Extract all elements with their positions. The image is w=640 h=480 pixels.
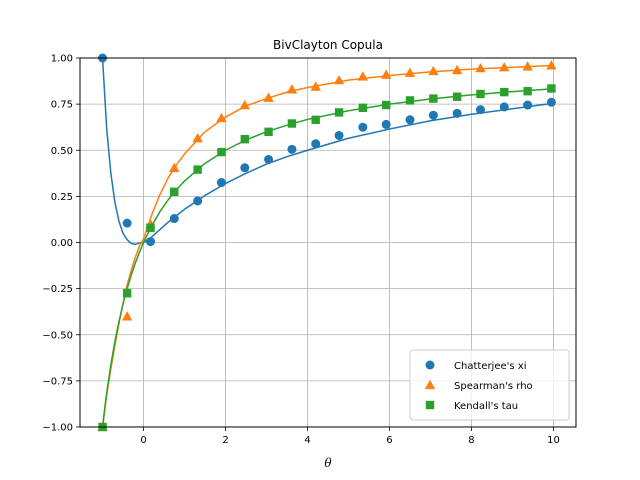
spearman-s-rho-point: [192, 133, 203, 143]
chatterjee-s-xi-point: [146, 237, 156, 247]
kendall-s-tau-point: [146, 223, 155, 232]
legend-label-chatterjee-s-xi: Chatterjee's xi: [454, 361, 526, 372]
y-tick-label: 0.25: [51, 192, 73, 203]
y-tick-label: −0.25: [42, 284, 73, 295]
x-axis-label: θ: [324, 456, 332, 470]
chatterjee-s-xi-point: [334, 130, 344, 140]
kendall-s-tau-point: [547, 84, 556, 93]
spearman-s-rho-point: [169, 162, 180, 172]
kendall-s-tau-point: [311, 115, 320, 125]
x-tick-label: 0: [140, 435, 146, 446]
chatterjee-s-xi-point: [499, 102, 509, 112]
spearman-s-rho-point: [216, 112, 227, 123]
kendall-s-tau-point: [217, 147, 226, 157]
spearman-s-rho-point: [475, 62, 486, 73]
y-tick-label: 0.75: [51, 100, 73, 111]
kendall-s-tau-point: [358, 103, 368, 113]
kendall-s-tau-point: [382, 100, 391, 110]
x-tick-label: 2: [222, 435, 228, 446]
y-tick-label: −1.00: [42, 423, 73, 434]
chatterjee-s-xi-point: [311, 139, 321, 149]
spearman-s-rho-point: [263, 92, 274, 102]
y-tick-label: 0.00: [51, 238, 73, 249]
kendall-s-tau-point: [405, 96, 415, 105]
x-tick-label: 6: [386, 435, 392, 446]
spearman-s-rho-point: [357, 71, 369, 81]
kendall-s-tau-point: [287, 119, 297, 128]
chatterjee-s-xi-point: [287, 144, 297, 154]
spearman-s-rho-point: [404, 67, 416, 77]
spearman-s-rho-point: [546, 60, 557, 70]
chatterjee-s-xi-point: [264, 154, 274, 164]
kendall-s-tau-point: [193, 165, 202, 174]
spearman-s-rho-point: [286, 84, 298, 94]
legend-label-spearman-s-rho: Spearman's rho: [454, 381, 533, 392]
chatterjee-s-xi-point: [169, 214, 179, 224]
spearman-s-rho-point: [499, 62, 510, 72]
chatterjee-s-xi-point: [358, 122, 368, 132]
x-tick-label: 8: [468, 435, 474, 446]
y-tick-label: 1.00: [51, 54, 73, 65]
spearman-s-rho-point: [428, 65, 439, 76]
y-tick-label: 0.50: [51, 146, 73, 157]
chart-title: BivClayton Copula: [273, 38, 383, 52]
chatterjee-s-xi-point: [240, 163, 250, 173]
x-tick-label: 10: [547, 435, 560, 446]
spearman-s-rho-point: [239, 99, 250, 110]
kendall-s-tau-point: [170, 187, 179, 196]
chatterjee-s-xi-point: [523, 100, 533, 110]
spearman-s-rho-point: [381, 69, 392, 79]
chatterjee-s-xi-point: [193, 196, 203, 206]
spearman-s-rho-point: [310, 81, 321, 91]
spearman-s-rho-point: [333, 74, 345, 85]
kendall-s-tau-point: [334, 108, 344, 117]
chatterjee-s-xi-point: [122, 218, 132, 228]
chatterjee-s-xi-point: [428, 110, 438, 120]
kendall-s-tau-point: [122, 289, 132, 298]
kendall-s-tau-point: [429, 94, 438, 103]
x-tick-label: 4: [304, 435, 310, 446]
kendall-s-tau-point: [523, 87, 532, 96]
chatterjee-s-xi-point: [475, 105, 485, 115]
chatterjee-s-xi-point: [216, 178, 226, 188]
legend-marker-kendall-s-tau: [425, 400, 435, 410]
chatterjee-s-xi-curve: [101, 58, 554, 246]
kendall-s-tau-point: [264, 127, 273, 136]
legend-marker-chatterjee-s-xi: [425, 360, 435, 370]
legend-marker-spearman-s-rho: [424, 379, 436, 390]
kendall-s-tau-point: [500, 87, 509, 97]
legend: Chatterjee's xi Spearman's rho Kendall's t…: [409, 349, 570, 421]
kendall-s-tau-point: [452, 92, 462, 101]
kendall-s-tau-point: [476, 89, 485, 99]
spearman-s-rho-point: [451, 64, 463, 75]
chatterjee-s-xi-point: [405, 115, 415, 125]
y-tick-label: −0.50: [42, 330, 73, 341]
legend-box: [409, 349, 570, 421]
spearman-s-rho-point: [121, 311, 133, 321]
chatterjee-s-xi-point: [452, 108, 462, 118]
legend-label-kendall-s-tau: Kendall's tau: [454, 401, 518, 412]
chatterjee-s-xi-point: [546, 97, 556, 107]
y-tick-label: −0.75: [42, 376, 73, 387]
kendall-s-tau-point: [240, 134, 249, 144]
spearman-s-rho-point: [522, 61, 533, 71]
axis-ticks: 0 2 4 6 8 10 −1.00 −0.75 −0.50 −0.25 0.00 0.25 0.50 0…: [42, 54, 559, 447]
chatterjee-s-xi-point: [381, 119, 391, 129]
